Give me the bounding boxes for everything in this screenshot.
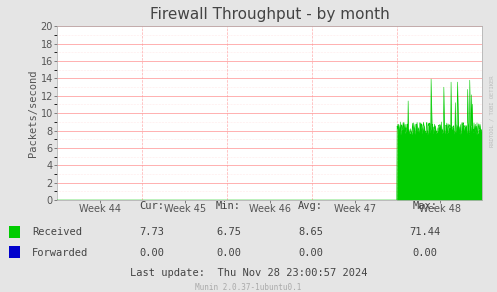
Text: 6.75: 6.75 bbox=[216, 227, 241, 237]
Text: 0.00: 0.00 bbox=[216, 248, 241, 258]
Y-axis label: Packets/second: Packets/second bbox=[28, 69, 38, 157]
Text: RRDTOOL / TOBI OETIKER: RRDTOOL / TOBI OETIKER bbox=[490, 75, 495, 147]
Text: 7.73: 7.73 bbox=[139, 227, 164, 237]
Text: Max:: Max: bbox=[413, 201, 437, 211]
Text: 8.65: 8.65 bbox=[298, 227, 323, 237]
Text: Cur:: Cur: bbox=[139, 201, 164, 211]
Text: Avg:: Avg: bbox=[298, 201, 323, 211]
Text: Last update:  Thu Nov 28 23:00:57 2024: Last update: Thu Nov 28 23:00:57 2024 bbox=[130, 268, 367, 278]
Text: 71.44: 71.44 bbox=[410, 227, 440, 237]
Text: 0.00: 0.00 bbox=[413, 248, 437, 258]
Text: Min:: Min: bbox=[216, 201, 241, 211]
Text: Munin 2.0.37-1ubuntu0.1: Munin 2.0.37-1ubuntu0.1 bbox=[195, 283, 302, 292]
Text: 0.00: 0.00 bbox=[139, 248, 164, 258]
Text: Received: Received bbox=[32, 227, 83, 237]
Text: 0.00: 0.00 bbox=[298, 248, 323, 258]
Text: Forwarded: Forwarded bbox=[32, 248, 88, 258]
Title: Firewall Throughput - by month: Firewall Throughput - by month bbox=[150, 7, 390, 22]
